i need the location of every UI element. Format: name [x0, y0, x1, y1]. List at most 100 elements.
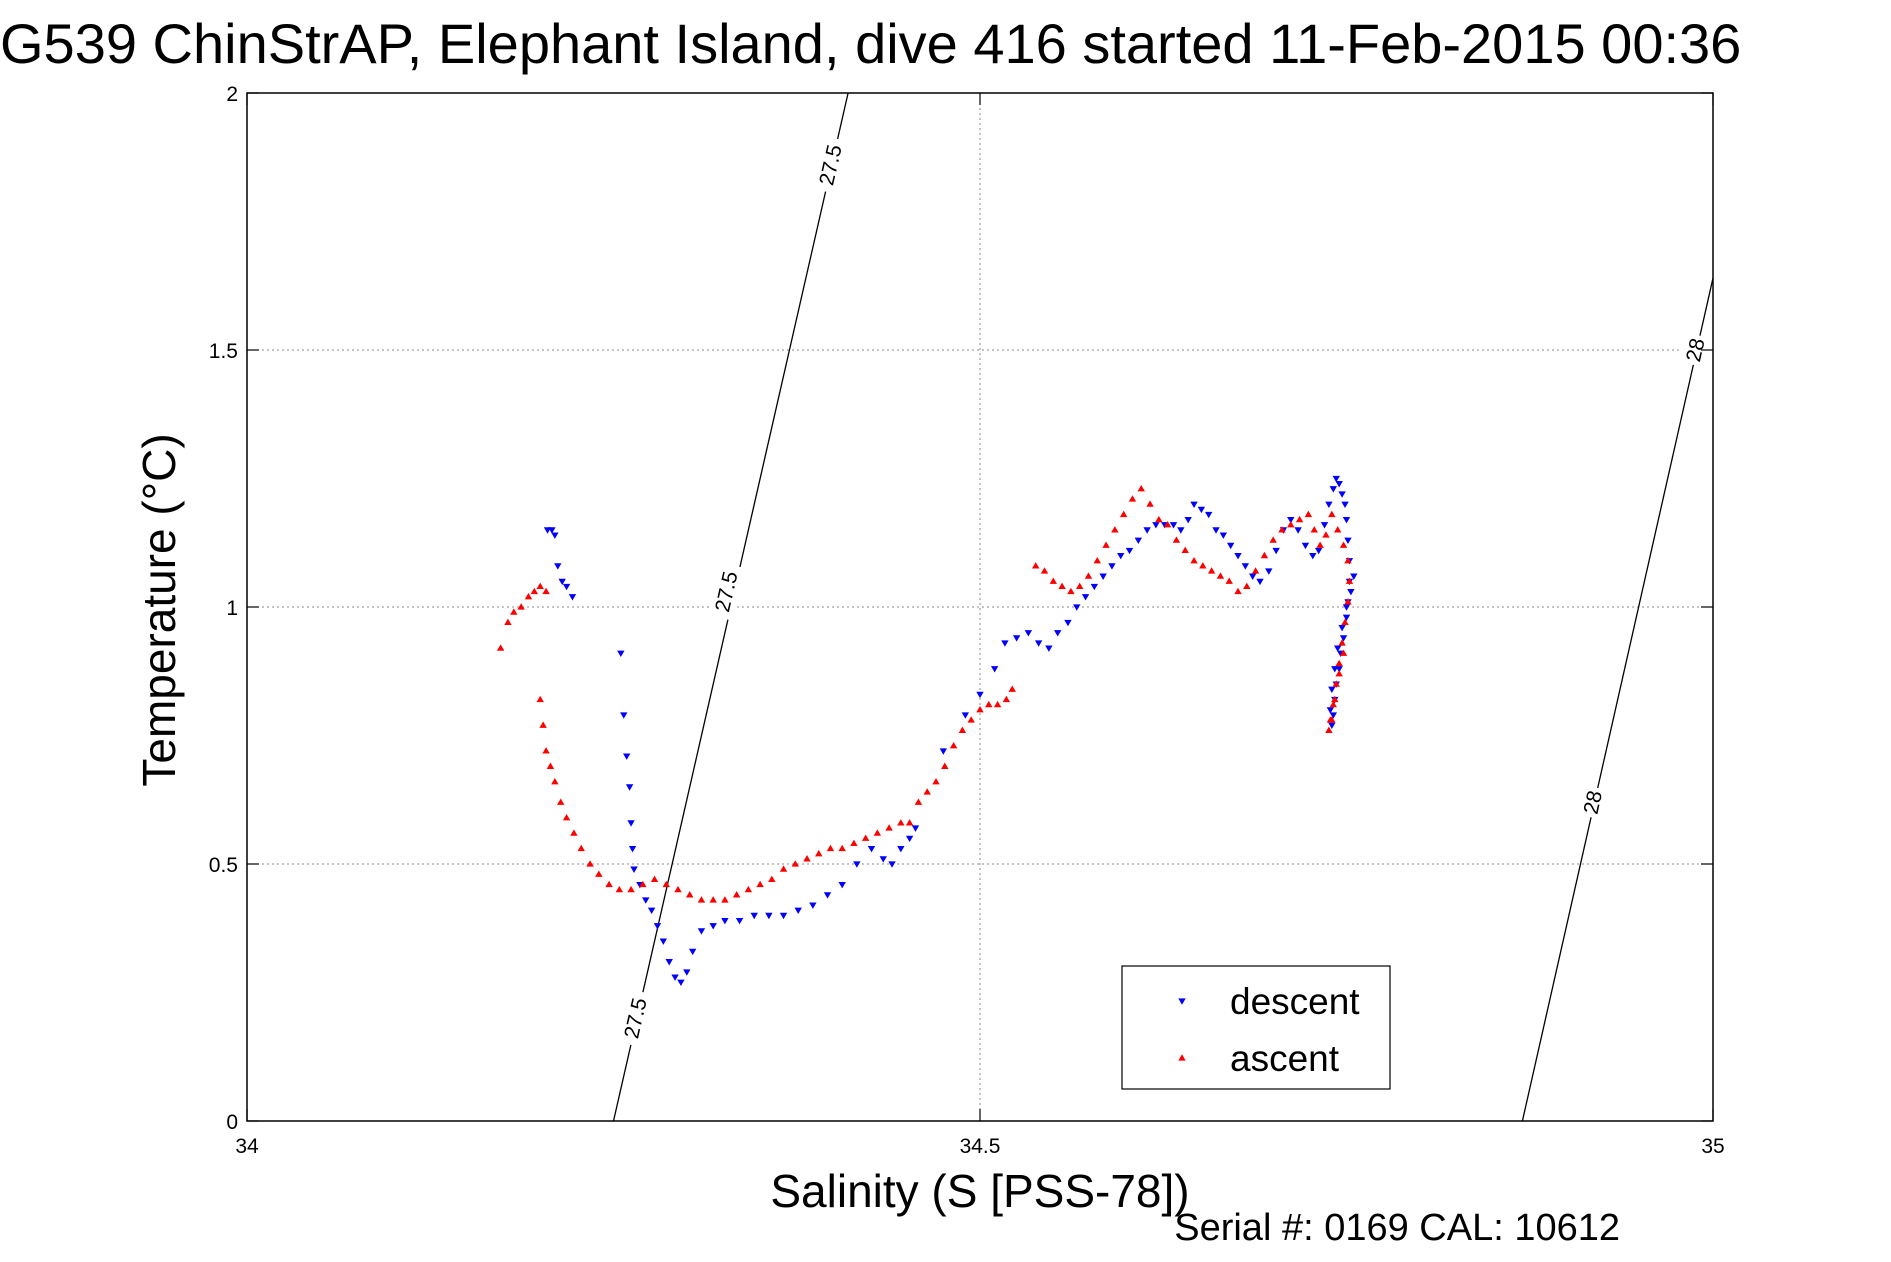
- series-ascent: [496, 484, 1354, 903]
- ascent-point: [756, 880, 764, 888]
- ascent-point: [1325, 726, 1333, 733]
- contour-label-group: 28: [1576, 784, 1609, 820]
- descent-point: [1219, 532, 1228, 539]
- contour-label-bg: [811, 135, 850, 195]
- ascent-point: [850, 839, 858, 847]
- descent-point: [1197, 506, 1206, 514]
- descent-point: [623, 753, 631, 760]
- ascent-point: [914, 798, 923, 805]
- descent-point: [1339, 635, 1348, 642]
- ascent-point: [586, 860, 594, 867]
- ascent-point: [1335, 670, 1343, 677]
- ascent-point: [1172, 536, 1181, 543]
- chart-title: G539 ChinStrAP, Elephant Island, dive 41…: [0, 12, 1741, 75]
- ascent-point: [1225, 577, 1233, 584]
- y-tick-label: 0: [226, 1111, 238, 1134]
- ascent-point: [1137, 484, 1145, 492]
- ascent-point: [803, 855, 811, 862]
- descent-point: [1338, 491, 1346, 498]
- descent-point: [1344, 537, 1352, 544]
- descent-point: [1342, 517, 1351, 524]
- ascent-point: [744, 885, 753, 893]
- descent-point: [1256, 578, 1264, 586]
- descent-point: [617, 650, 625, 658]
- ascent-point: [1155, 515, 1163, 523]
- ascent-point: [1339, 649, 1348, 656]
- ascent-point: [958, 726, 967, 733]
- ascent-point: [1119, 510, 1128, 518]
- contour-label-bg: [1576, 784, 1609, 820]
- descent-point: [1090, 583, 1099, 591]
- ascent-point: [1331, 695, 1339, 703]
- descent-point: [897, 845, 905, 853]
- descent-point: [653, 923, 662, 930]
- ascent-point: [504, 618, 512, 626]
- x-tick-label: 34.5: [960, 1135, 1001, 1158]
- descent-point: [1334, 645, 1342, 652]
- descent-point: [990, 666, 999, 673]
- ascent-point: [1295, 515, 1304, 523]
- ascent-point: [1102, 541, 1110, 548]
- ascent-point: [1316, 541, 1324, 548]
- ascent-point: [1344, 598, 1352, 605]
- ascent-point: [709, 896, 717, 903]
- descent-point: [551, 532, 559, 539]
- serial-calibration-text: Serial #: 0169 CAL: 10612: [1174, 1207, 1620, 1249]
- descent-point: [1309, 553, 1317, 560]
- ascent-point: [551, 777, 559, 785]
- ascent-point: [539, 721, 547, 728]
- ascent-point: [1335, 659, 1343, 667]
- descent-point: [888, 861, 896, 868]
- ascent-point: [1269, 536, 1277, 543]
- descent-point: [554, 563, 562, 570]
- descent-point: [665, 959, 673, 966]
- ascent-point: [838, 844, 846, 852]
- ascent-point: [1084, 572, 1093, 579]
- descent-point: [1190, 501, 1198, 509]
- descent-point: [1341, 501, 1349, 509]
- ascent-point: [662, 880, 670, 888]
- ascent-point: [1251, 567, 1260, 574]
- ascent-point: [577, 844, 585, 852]
- ascent-point: [542, 747, 550, 754]
- ascent-point: [524, 592, 533, 600]
- descent-point: [1054, 630, 1062, 637]
- descent-point: [1169, 522, 1178, 529]
- ascent-point: [615, 885, 624, 893]
- descent-point: [1143, 527, 1151, 534]
- x-axis-label: Salinity (S [PSS-78]): [770, 1165, 1189, 1217]
- ascent-point: [1207, 567, 1216, 574]
- descent-point: [765, 912, 773, 920]
- ascent-point: [897, 819, 905, 826]
- y-tick-label: 1.5: [209, 340, 238, 363]
- descent-point: [1350, 573, 1358, 580]
- descent-point: [1248, 573, 1257, 580]
- ascent-point: [697, 896, 706, 903]
- ascent-point: [732, 891, 741, 898]
- descent-point: [1329, 712, 1337, 719]
- x-tick-label: 34: [235, 1135, 259, 1158]
- ascent-point: [826, 844, 835, 852]
- contour-label-bg: [616, 988, 655, 1048]
- contour-label: 28: [1580, 788, 1608, 816]
- legend: descent ascent: [1121, 965, 1391, 1090]
- descent-point: [1328, 722, 1336, 730]
- ascent-point: [985, 700, 993, 708]
- descent-point: [558, 578, 566, 586]
- ascent-point: [885, 824, 893, 831]
- ascent-point: [639, 880, 647, 888]
- descent-point: [1320, 522, 1329, 529]
- ascent-point: [1058, 582, 1066, 590]
- descent-point: [709, 923, 717, 930]
- descent-point: [625, 784, 634, 791]
- ascent-point: [873, 829, 882, 836]
- ascent-point: [562, 813, 571, 821]
- descent-point: [671, 974, 679, 981]
- descent-point: [867, 845, 876, 853]
- descent-point: [735, 917, 744, 925]
- descent-point: [683, 969, 691, 976]
- y-tick-label: 1: [226, 597, 238, 620]
- descent-point: [1152, 522, 1160, 529]
- ascent-point: [530, 587, 539, 595]
